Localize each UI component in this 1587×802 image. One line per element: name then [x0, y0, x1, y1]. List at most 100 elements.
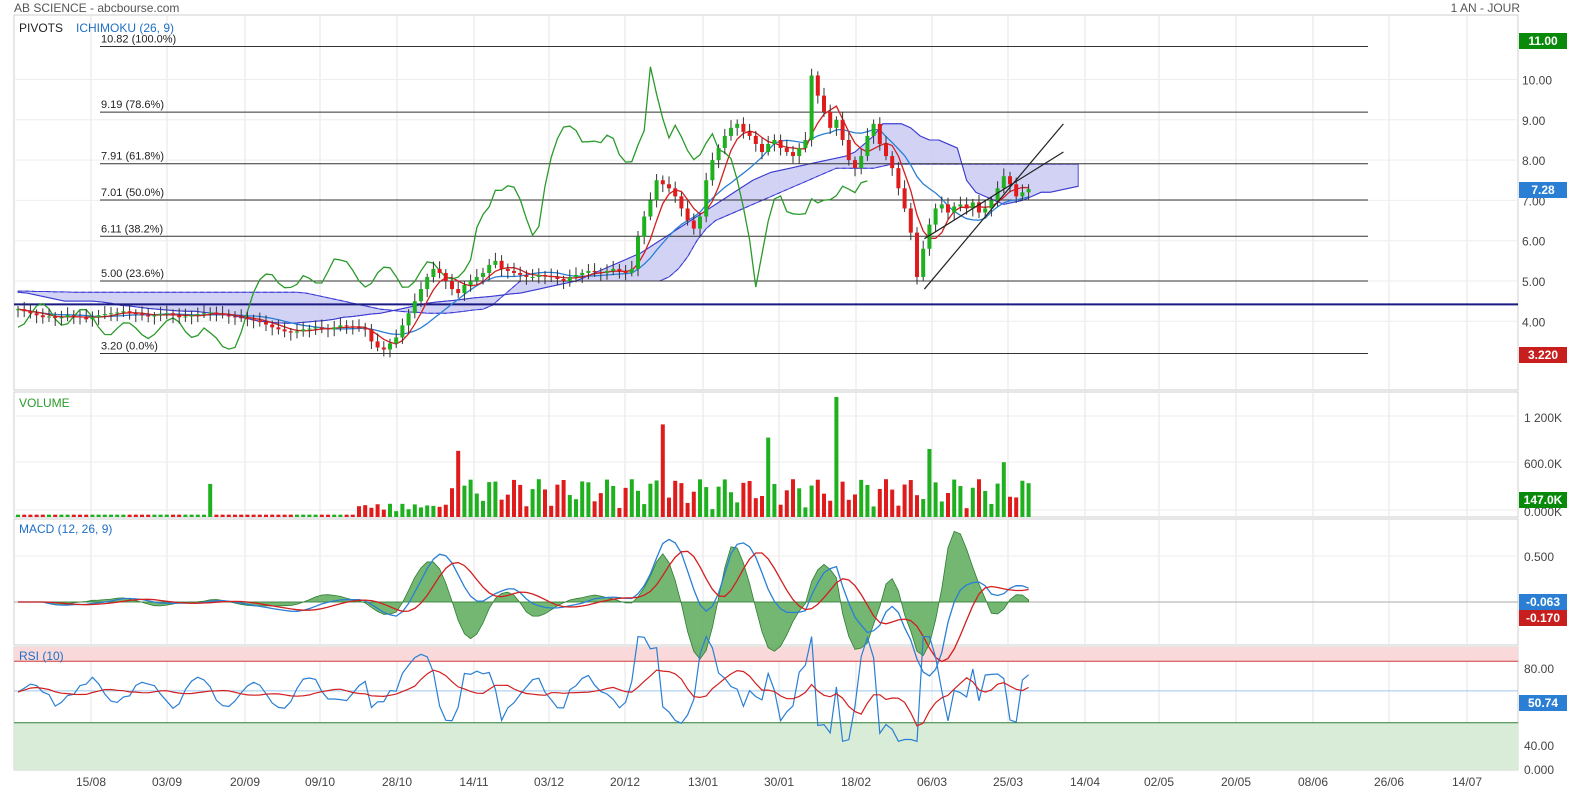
candle-body [233, 316, 237, 318]
candle-body [152, 315, 157, 317]
candle-body [406, 313, 411, 326]
volume-bar [251, 514, 256, 517]
candle-body [158, 314, 163, 316]
volume-bar [524, 506, 529, 517]
candle-body [245, 318, 250, 320]
candle-body [877, 123, 882, 144]
candle-body [171, 313, 175, 316]
volume-bar [146, 514, 151, 517]
candle-body [735, 123, 740, 128]
volume-bar [946, 492, 950, 517]
volume-bar [623, 487, 628, 517]
chart-period: 1 AN - JOUR [1450, 1, 1520, 15]
volume-bar [307, 514, 312, 517]
candle-body [834, 119, 839, 128]
candle-body [344, 325, 349, 327]
volume-bar [691, 491, 696, 517]
candle-body [276, 327, 281, 330]
volume-bar [487, 482, 492, 517]
candle-body [915, 232, 919, 277]
tenkan-sen-line [17, 105, 1029, 345]
volume-bar [598, 493, 603, 517]
volume-bar [555, 484, 560, 517]
candle-body [1014, 184, 1019, 197]
volume-bar [239, 514, 244, 517]
volume-bar [208, 483, 213, 517]
volume-bar [202, 514, 206, 517]
candle-body [561, 278, 566, 281]
candle-body [592, 270, 597, 273]
x-tick-label: 13/01 [688, 775, 718, 789]
candle-body [357, 327, 361, 329]
volume-bar [381, 509, 386, 517]
rsi-overbought-zone [14, 647, 1518, 662]
volume-bar [102, 514, 107, 517]
candle-body [220, 314, 225, 316]
volume-bar [791, 479, 795, 517]
candle-body [96, 315, 101, 318]
candle-body [109, 313, 113, 315]
candle-body [747, 131, 752, 136]
candle-body [78, 316, 82, 318]
candle-body [629, 268, 634, 273]
volume-bar [809, 485, 814, 517]
candle-body [667, 184, 671, 189]
candle-body [958, 204, 963, 207]
volume-bar [115, 514, 120, 517]
volume-bar [152, 514, 157, 517]
candle-body [90, 317, 95, 320]
candle-body [574, 274, 578, 277]
volume-bar [667, 497, 671, 517]
x-tick-label: 08/06 [1298, 775, 1328, 789]
candle-body [722, 135, 727, 149]
volume-bar [456, 450, 461, 517]
candle-body [933, 208, 938, 225]
candle-body [803, 139, 808, 149]
candle-body [964, 204, 969, 209]
candle-body [902, 188, 907, 209]
candle-body [183, 316, 188, 318]
candle-body [1026, 189, 1031, 193]
candle-body [580, 272, 585, 275]
volume-bar [505, 494, 510, 517]
senkou-span-a [17, 123, 1079, 324]
candle-body [214, 312, 219, 315]
volume-bar [722, 479, 727, 517]
volume-bar [729, 492, 733, 517]
volume-bar [611, 485, 616, 517]
price-badge: 11.00 [1528, 34, 1558, 48]
volume-bar [747, 481, 752, 517]
price-badge-bg [1519, 182, 1567, 198]
volume-bar [908, 480, 913, 517]
candle-body [791, 152, 795, 157]
candle-body [555, 276, 560, 279]
volume-bar [270, 514, 275, 517]
candle-body [295, 331, 299, 333]
volume-bar [766, 437, 771, 517]
candle-body [28, 311, 33, 314]
macd-badge: -0.063 [1526, 595, 1560, 609]
candle-body [133, 313, 138, 315]
volume-bar [59, 514, 64, 517]
channel-line [923, 123, 1064, 290]
volume-bar [1020, 480, 1025, 517]
candle-body [257, 320, 262, 323]
volume-bar [896, 505, 901, 517]
rsi-line [17, 635, 1029, 743]
rsi-badge: 50.74 [1528, 696, 1558, 710]
panel-frame-1 [13, 391, 1519, 518]
volume-bar [580, 481, 585, 517]
candle-body [115, 312, 120, 314]
volume-bar [195, 514, 200, 517]
candle-body [1020, 192, 1025, 197]
candle-body [425, 276, 430, 290]
volume-bar [276, 514, 281, 517]
candle-body [512, 270, 516, 273]
volume-bar [419, 507, 423, 517]
candle-body [443, 272, 448, 281]
candle-body [40, 315, 45, 318]
candle-body [288, 331, 293, 333]
price-y-tick: 8.00 [1522, 154, 1546, 168]
candle-body [481, 272, 485, 277]
